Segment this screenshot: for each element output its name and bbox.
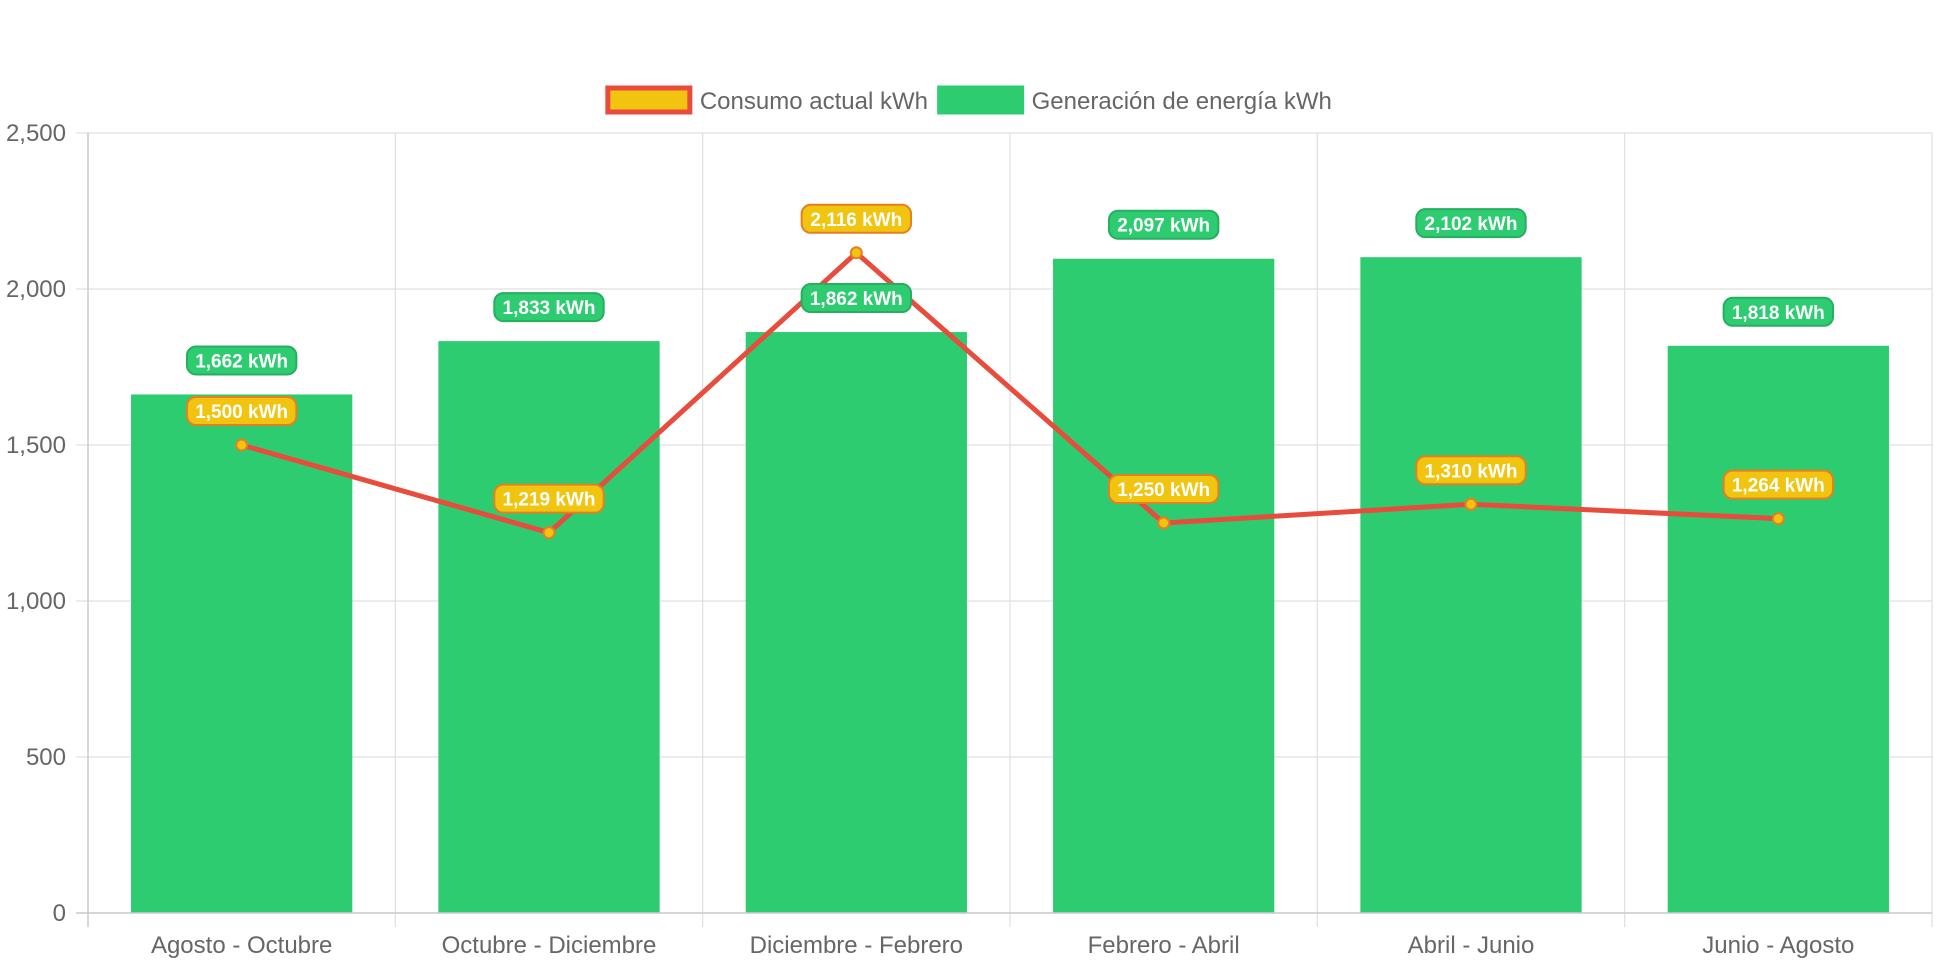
line-data-label: 1,219 kWh bbox=[503, 490, 596, 511]
line-data-label-box bbox=[185, 396, 298, 426]
y-tick-label: 1,500 bbox=[6, 432, 66, 459]
legend-swatch bbox=[937, 85, 1025, 115]
line-point bbox=[1771, 512, 1785, 526]
x-tick-label: Febrero - Abril bbox=[1088, 932, 1240, 959]
line-data-label: 2,116 kWh bbox=[810, 210, 902, 231]
line-point bbox=[235, 438, 249, 452]
bar-data-label-box bbox=[1415, 208, 1527, 239]
y-tick-label: 0 bbox=[53, 900, 66, 927]
line-data-label: 1,500 kWh bbox=[195, 402, 288, 423]
bar bbox=[438, 341, 660, 913]
bar bbox=[1360, 257, 1582, 913]
x-tick-label: Junio - Agosto bbox=[1702, 932, 1854, 959]
bar bbox=[745, 332, 967, 913]
line-data-label-box bbox=[1107, 474, 1220, 504]
bar bbox=[1053, 258, 1275, 914]
x-tick-label: Octubre - Diciembre bbox=[442, 932, 657, 959]
line-path bbox=[240, 250, 1779, 536]
bar-data-label: 2,102 kWh bbox=[1425, 214, 1518, 235]
y-tick-label: 1,000 bbox=[6, 588, 66, 615]
line-data-label-box bbox=[1415, 455, 1527, 486]
bar-data-label: 2,097 kWh bbox=[1117, 216, 1210, 237]
bar-series bbox=[131, 257, 1889, 914]
legend: Consumo actual kWh Generación de energía … bbox=[605, 85, 1332, 115]
bar-data-label-box bbox=[800, 283, 913, 314]
x-tick-label: Diciembre - Febrero bbox=[750, 932, 963, 959]
legend-label: Consumo actual kWh bbox=[700, 88, 928, 115]
line-data-label: 1,310 kWh bbox=[1425, 461, 1518, 482]
bar bbox=[131, 394, 353, 913]
line-point bbox=[542, 526, 556, 540]
bar-data-label-box bbox=[1107, 209, 1220, 240]
legend-label: Generación de energía kWh bbox=[1032, 88, 1332, 115]
bar-data-label: 1,862 kWh bbox=[810, 289, 903, 310]
line-point bbox=[1464, 497, 1478, 511]
y-tick-label: 2,500 bbox=[6, 120, 66, 147]
line-data-label-box bbox=[800, 203, 913, 234]
line-data-label-box bbox=[493, 483, 605, 514]
axes: 0 500 1,000 1,500 2,000 2,500 Agosto - Octubre… bbox=[6, 120, 1932, 959]
line-series bbox=[235, 246, 1785, 540]
bar-data-label-box bbox=[185, 345, 298, 376]
bar-data-label-box bbox=[1722, 296, 1835, 327]
data-labels: 1,662 kWh 1,833 kWh 1,862 kWh 2,097 kWh 2,10… bbox=[185, 203, 1835, 514]
line-point bbox=[1157, 516, 1171, 530]
line-point bbox=[849, 246, 863, 260]
y-tick-label: 2,000 bbox=[6, 276, 66, 303]
bar-data-label: 1,818 kWh bbox=[1732, 303, 1825, 324]
bar-data-label-box bbox=[493, 292, 605, 323]
line-data-label: 1,264 kWh bbox=[1732, 476, 1825, 497]
line-data-label-box bbox=[1722, 469, 1835, 500]
legend-swatch bbox=[605, 85, 693, 115]
x-tick-label: Agosto - Octubre bbox=[151, 932, 332, 959]
bar-data-label: 1,833 kWh bbox=[503, 298, 596, 319]
y-tick-label: 500 bbox=[26, 744, 66, 771]
x-tick-label: Abril - Junio bbox=[1408, 932, 1535, 959]
bar bbox=[1667, 345, 1889, 913]
grid-lines bbox=[76, 132, 1933, 927]
line-data-label: 1,250 kWh bbox=[1117, 480, 1210, 501]
bar-data-label: 1,662 kWh bbox=[195, 351, 288, 372]
